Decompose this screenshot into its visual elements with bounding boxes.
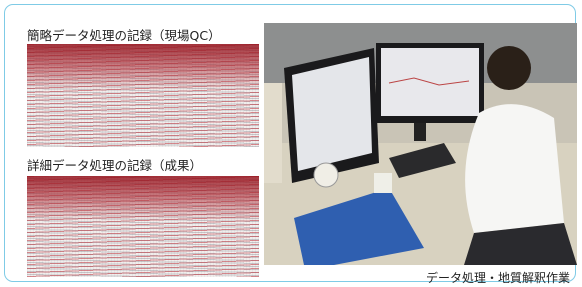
photo-caption: データ処理・地質解釈作業 <box>426 269 570 286</box>
seismic-image <box>27 44 259 147</box>
clock <box>314 163 338 187</box>
frame: 簡略データ処理の記録（現場QC） 詳細データ処理の記録（成果） データ処理・地質… <box>4 4 576 282</box>
mug <box>374 173 392 193</box>
page: 簡略データ処理の記録（現場QC） 詳細データ処理の記録（成果） データ処理・地質… <box>0 0 582 287</box>
shelf <box>264 83 282 183</box>
panel-label: 簡略データ処理の記録（現場QC） <box>27 25 221 44</box>
seismic-image <box>27 176 259 277</box>
photo <box>264 23 577 265</box>
panel-label: 詳細データ処理の記録（成果） <box>27 155 202 174</box>
person-head <box>487 46 531 90</box>
screen <box>292 57 372 171</box>
person-shirt <box>465 104 564 233</box>
monitor-stand <box>414 123 426 141</box>
